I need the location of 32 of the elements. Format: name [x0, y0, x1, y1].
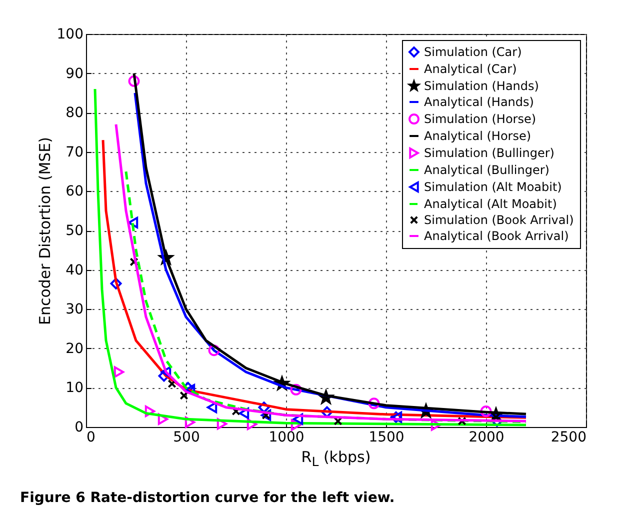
legend-label: Analytical (Car) [424, 62, 517, 76]
legend-label: Analytical (Hands) [424, 95, 534, 109]
caption: Figure 6 Rate-distortion curve for the left view. [20, 490, 395, 506]
y-tick-label: 40 [66, 262, 84, 278]
x-tick-label: 0 [86, 430, 96, 446]
x-tick-label: 500 [173, 430, 200, 446]
y-tick-label: 0 [74, 420, 84, 436]
y-tick-label: 20 [66, 340, 84, 357]
legend-label: Analytical (Bullinger) [424, 163, 550, 177]
legend-label: Analytical (Book Arrival) [424, 229, 569, 243]
legend-label: Simulation (Alt Moabit) [424, 180, 562, 194]
legend-label: Analytical (Horse) [424, 129, 532, 143]
y-tick-label: 60 [66, 184, 84, 200]
legend-label: Analytical (Alt Moabit) [424, 197, 557, 211]
y-tick-label: 10 [66, 380, 84, 396]
legend-label: Simulation (Bullinger) [424, 146, 554, 160]
legend-label: Simulation (Horse) [424, 112, 536, 126]
legend-label: Simulation (Book Arrival) [424, 213, 574, 227]
y-tick-label: 90 [66, 66, 84, 82]
y-tick-label: 50 [66, 223, 84, 239]
y-tick-label: 100 [56, 26, 84, 42]
x-tick-label: 2000 [468, 430, 504, 446]
legend-label: Simulation (Car) [424, 45, 522, 59]
x-tick-label: 1500 [368, 430, 404, 446]
y-tick-label: 80 [66, 105, 84, 122]
x-axis-title: R$_{L}$ (kbps) [300, 448, 372, 469]
y-tick-label: 70 [66, 144, 84, 160]
y-axis-title: Encoder Distortion (MSE) [36, 137, 54, 325]
y-tick-label: 30 [66, 302, 84, 318]
legend-label: Simulation (Hands) [424, 79, 539, 93]
x-tick-label: 1000 [268, 430, 304, 446]
x-tick-label: 2500 [550, 430, 586, 446]
